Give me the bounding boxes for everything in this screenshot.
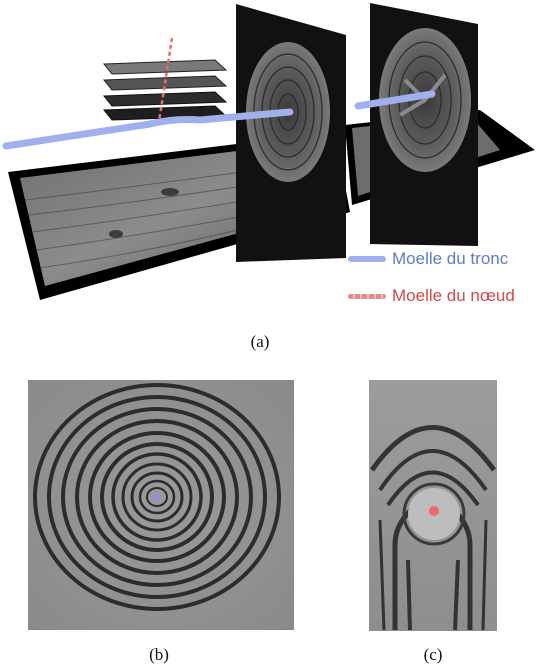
knot-core-ring — [402, 482, 466, 546]
trunk-pith-line-right — [354, 90, 436, 110]
growth-rings — [33, 383, 281, 611]
legend-label-knot: Moelle du nœud — [392, 286, 515, 305]
legend-item-knot-pith: Moelle du nœud — [348, 283, 542, 309]
board-knot-1 — [161, 188, 179, 196]
caption-c: (c) — [423, 645, 443, 664]
panel-b-rings — [28, 380, 294, 630]
panel-c-knot — [369, 380, 497, 631]
knot-pith-line — [156, 37, 174, 129]
legend-label-trunk: Moelle du tronc — [392, 249, 509, 268]
legend-item-trunk-pith: Moelle du tronc — [348, 246, 542, 272]
knot-pith-point — [429, 506, 439, 516]
trunk-pith-line — [2, 108, 294, 150]
knot-shape — [398, 73, 447, 117]
panel-a-scene — [2, 3, 535, 300]
caption-b: (b) — [149, 645, 169, 664]
trunk-pith-point — [153, 493, 161, 501]
caption-a: (a) — [250, 332, 270, 351]
legend-swatch-trunk — [348, 256, 386, 262]
board-knot-2 — [109, 230, 123, 238]
legend-swatch-knot — [348, 293, 386, 299]
legend: Moelle du tronc Moelle du nœud — [348, 246, 542, 320]
